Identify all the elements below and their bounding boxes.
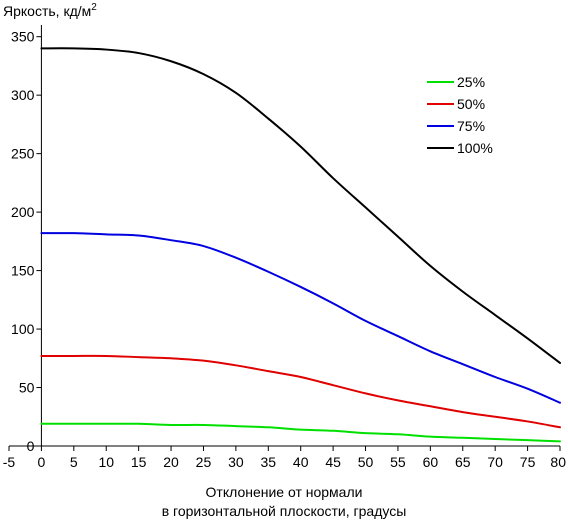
- x-tick-label: 15: [131, 454, 147, 470]
- x-tick-label: 55: [390, 454, 406, 470]
- x-tick-label: 30: [228, 454, 244, 470]
- x-tick-label: 35: [261, 454, 277, 470]
- x-tick-label: 40: [293, 454, 309, 470]
- legend-label: 50%: [457, 96, 485, 112]
- tick-marks: 0 50 100 150 200 250 300 350 -5 0 5 10 15 20 25 30 35 40 4…: [3, 29, 566, 470]
- x-tick-label: 70: [487, 454, 503, 470]
- x-tick-label: 0: [38, 454, 46, 470]
- x-tick-label: 5: [70, 454, 78, 470]
- y-tick-label: 0: [27, 438, 35, 454]
- y-tick-label: 50: [19, 380, 35, 396]
- legend-label: 75%: [457, 118, 485, 134]
- series-line-75pct: [40, 232, 561, 404]
- series-line-25pct: [40, 422, 561, 443]
- x-tick-label: 60: [423, 454, 439, 470]
- y-tick-label: 200: [11, 204, 35, 220]
- x-tick-label: 45: [325, 454, 341, 470]
- legend-label: 25%: [457, 74, 485, 90]
- y-tick-label: 300: [11, 87, 35, 103]
- x-axis-label-line-2: в горизонтальной плоскости, градусы: [162, 503, 407, 519]
- x-tick-label: 65: [455, 454, 471, 470]
- x-tick-label: 10: [98, 454, 114, 470]
- legend-label: 100%: [457, 140, 493, 156]
- x-tick-label: 75: [520, 454, 536, 470]
- x-tick-label: 50: [358, 454, 374, 470]
- x-tick-label: 25: [196, 454, 212, 470]
- x-tick-label: 80: [550, 454, 566, 470]
- series-line-100pct: [40, 47, 561, 364]
- x-tick-label: -5: [3, 454, 16, 470]
- series-line-50pct: [40, 354, 561, 429]
- y-tick-label: 250: [11, 146, 35, 162]
- y-tick-label: 150: [11, 263, 35, 279]
- x-axis-label-line-1: Отклонение от нормали: [206, 484, 363, 500]
- y-tick-label: 100: [11, 321, 35, 337]
- y-axis-label: Яркость, кд/м2: [3, 2, 97, 19]
- legend: 25% 50% 75% 100%: [427, 74, 493, 156]
- x-tick-label: 20: [163, 454, 179, 470]
- y-tick-label: 350: [11, 29, 35, 45]
- series-lines: [40, 47, 561, 443]
